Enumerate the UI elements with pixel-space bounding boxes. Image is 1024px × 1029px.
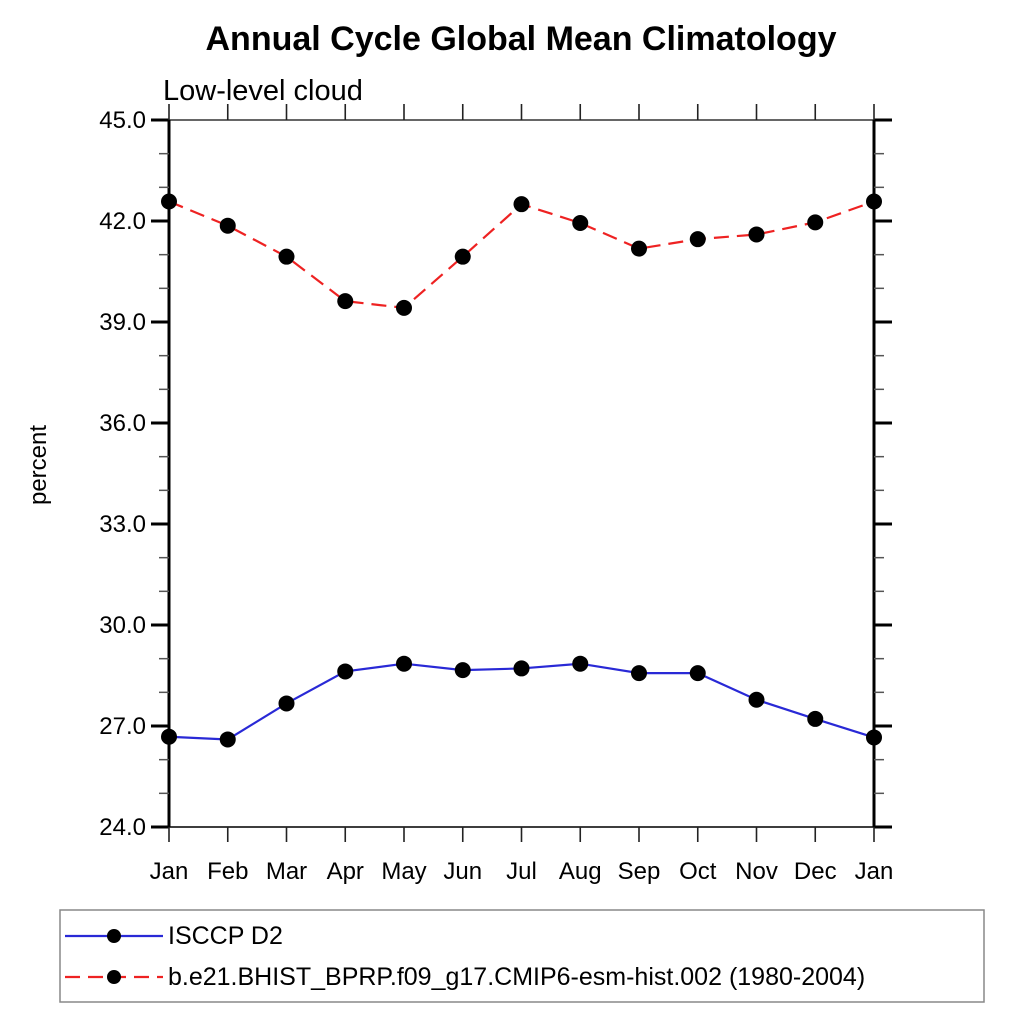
legend-box: ISCCP D2 b.e21.BHIST_BPRP.f09_g17.CMIP6-e… xyxy=(59,909,985,1003)
legend-border xyxy=(59,909,985,1003)
legend-label: b.e21.BHIST_BPRP.f09_g17.CMIP6-esm-hist.… xyxy=(168,963,865,991)
y-tick-label: 30.0 xyxy=(99,612,146,639)
series-line-1 xyxy=(168,200,875,310)
data-point xyxy=(513,660,530,677)
legend-entry: ISCCP D2 xyxy=(65,922,283,950)
data-point xyxy=(396,655,412,672)
y-tick-label: 36.0 xyxy=(99,410,146,437)
data-point xyxy=(748,226,765,243)
data-point xyxy=(572,655,589,672)
data-point xyxy=(689,665,706,682)
x-tick-label: Mar xyxy=(266,858,307,885)
data-point xyxy=(631,240,647,257)
x-tick-label: Jun xyxy=(443,858,482,885)
data-point xyxy=(278,695,295,712)
data-point xyxy=(219,731,236,748)
x-tick-label: Jan xyxy=(855,858,894,885)
x-tick-label: Nov xyxy=(735,858,778,885)
data-point xyxy=(454,662,471,679)
y-tick-label: 39.0 xyxy=(99,309,146,336)
x-tick-label: Feb xyxy=(207,858,248,885)
data-point xyxy=(748,691,765,708)
data-point xyxy=(219,217,236,234)
data-point xyxy=(161,728,177,745)
data-point xyxy=(513,196,530,213)
x-tick-label: Jan xyxy=(150,858,189,885)
legend-marker xyxy=(107,929,121,943)
y-tick-label: 45.0 xyxy=(99,107,146,134)
data-point xyxy=(337,663,354,680)
x-tick-label: May xyxy=(381,858,426,885)
data-point xyxy=(807,710,824,727)
data-point xyxy=(866,729,882,746)
x-tick-label: Aug xyxy=(559,858,602,885)
legend-marker xyxy=(107,970,121,984)
legend-label: ISCCP D2 xyxy=(168,922,283,950)
data-point xyxy=(572,215,589,232)
x-tick-label: Sep xyxy=(618,858,661,885)
chart-subtitle: Low-level cloud xyxy=(163,75,363,107)
y-axis-label: percent xyxy=(25,425,52,505)
data-point xyxy=(278,248,295,265)
y-tick-label: 33.0 xyxy=(99,511,146,538)
x-tick-label: Oct xyxy=(679,858,717,885)
data-point xyxy=(396,299,412,316)
x-tick-label: Jul xyxy=(506,858,537,885)
data-point xyxy=(337,293,354,310)
y-tick-label: 24.0 xyxy=(99,814,146,841)
chart-title: Annual Cycle Global Mean Climatology xyxy=(206,20,837,58)
legend-entry: b.e21.BHIST_BPRP.f09_g17.CMIP6-esm-hist.… xyxy=(65,963,865,991)
data-point xyxy=(689,231,706,248)
plot-area: 24.0 27.0 30.0 33.0 36.0 39.0 42.0 45.0 Jan Feb Ma… xyxy=(99,104,893,885)
data-point xyxy=(161,193,177,210)
data-point xyxy=(866,193,882,210)
data-point xyxy=(631,665,647,682)
y-tick-label: 42.0 xyxy=(99,208,146,235)
data-point xyxy=(454,248,471,265)
y-tick-label: 27.0 xyxy=(99,713,146,740)
data-point xyxy=(807,214,824,231)
x-tick-label: Dec xyxy=(794,858,837,885)
x-tick-label: Apr xyxy=(327,858,364,885)
